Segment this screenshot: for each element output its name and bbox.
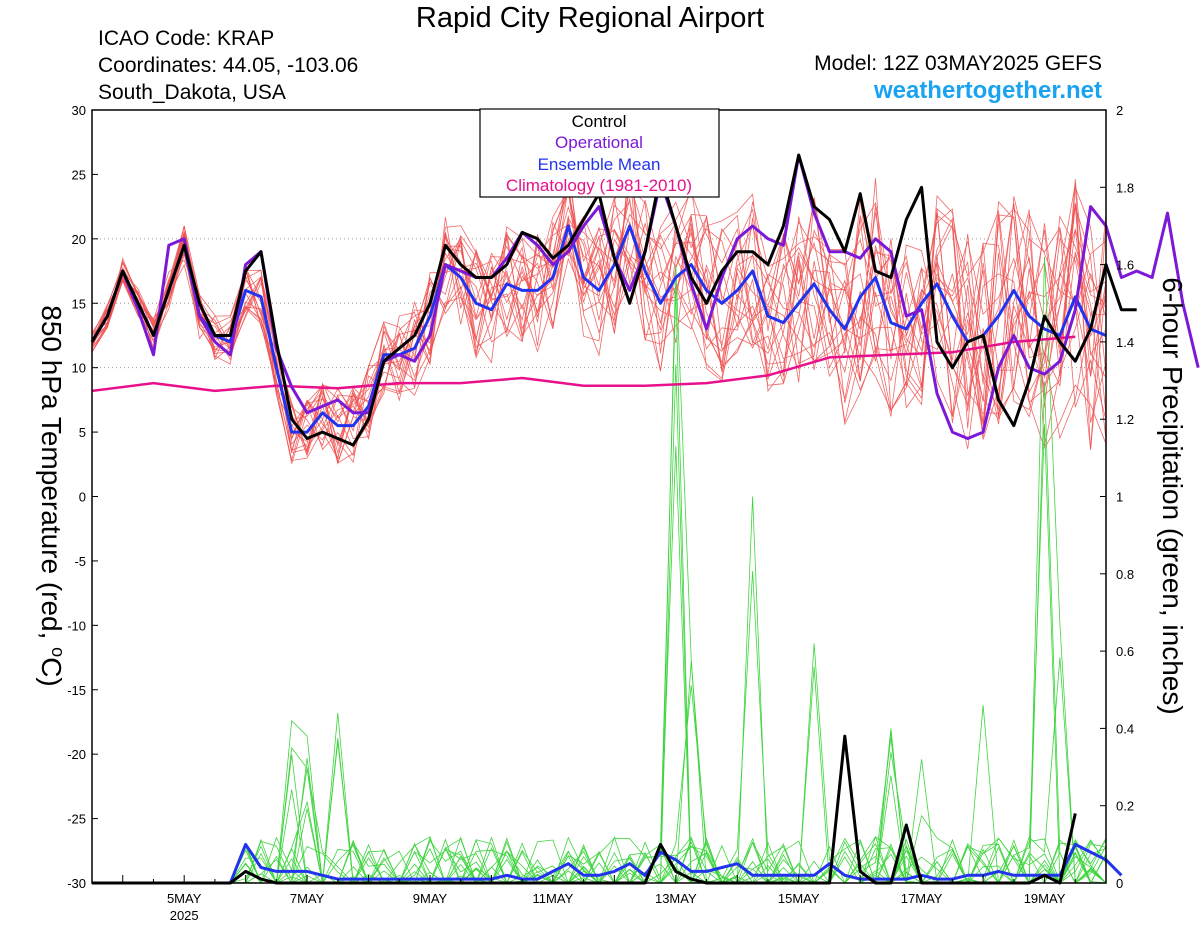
member-temp-line bbox=[91, 188, 1107, 464]
icao-code: ICAO Code: KRAP bbox=[98, 27, 275, 50]
member-temp-line bbox=[91, 188, 1107, 440]
legend-ensemble-mean: Ensemble Mean bbox=[538, 155, 661, 174]
page-title: Rapid City Regional Airport bbox=[415, 2, 765, 34]
member-precip-line bbox=[92, 741, 1106, 884]
y-tick-label: 0 bbox=[79, 490, 86, 505]
member-temp-line bbox=[91, 183, 1107, 450]
series-climatology bbox=[91, 335, 1076, 393]
x-tick-label: 5MAY bbox=[167, 891, 202, 906]
y2-tick-label: 1.8 bbox=[1116, 180, 1134, 195]
member-precip-line bbox=[92, 446, 1106, 884]
member-temp-line bbox=[91, 191, 1107, 461]
member-precip-line bbox=[92, 381, 1107, 885]
website-label: weathertogether.net bbox=[873, 77, 1102, 104]
member-temp-line bbox=[91, 187, 1107, 451]
member-precip-line bbox=[92, 424, 1107, 885]
y2-tick-label: 0.2 bbox=[1116, 799, 1134, 814]
legend-control: Control bbox=[572, 112, 627, 131]
y-tick-label: -25 bbox=[67, 812, 86, 827]
coordinates: Coordinates: 44.05, -103.06 bbox=[98, 54, 359, 77]
series-mean-temp bbox=[90, 224, 1107, 434]
member-precip-line bbox=[92, 289, 1107, 885]
y2-tick-label: 1 bbox=[1116, 490, 1123, 505]
y2-axis-label: 6-hour Precipitation (green, inches) bbox=[1157, 277, 1188, 714]
left-axis: 30 25 20 15 10 5 0 -5 -10 -15 -20 -25 -30 bbox=[67, 103, 98, 891]
y2-tick-label: 0.4 bbox=[1116, 721, 1134, 736]
series-mean-precip bbox=[92, 842, 1123, 885]
y-tick-label: -15 bbox=[67, 683, 86, 698]
region: South_Dakota, USA bbox=[98, 81, 286, 104]
y-tick-label: -30 bbox=[67, 876, 86, 891]
legend: Control Operational Ensemble Mean Climat… bbox=[479, 108, 720, 198]
series-control-temp bbox=[90, 153, 1137, 447]
y2-tick-label: 0.8 bbox=[1116, 567, 1134, 582]
member-precip-line bbox=[92, 571, 1107, 884]
x-tick-label: 11MAY bbox=[533, 891, 574, 906]
main-series bbox=[90, 153, 1200, 885]
legend-climatology: Climatology (1981-2010) bbox=[506, 176, 692, 195]
y-tick-label: -20 bbox=[67, 747, 86, 762]
y-tick-label: -5 bbox=[74, 554, 86, 569]
y2-tick-label: 1.2 bbox=[1116, 412, 1134, 427]
x-tick-year: 2025 bbox=[170, 908, 199, 923]
y-tick-label: 20 bbox=[72, 232, 86, 247]
x-tick-label: 7MAY bbox=[290, 891, 325, 906]
model-info: Model: 12Z 03MAY2025 GEFS bbox=[814, 52, 1102, 75]
x-axis: 5MAY 2025 7MAY 9MAY 11MAY 13MAY 15MAY 17MAY 19MA… bbox=[91, 875, 1107, 923]
y-tick-label: 25 bbox=[72, 167, 86, 182]
y-tick-label: 30 bbox=[72, 103, 86, 118]
member-temp-line bbox=[91, 204, 1107, 464]
y-tick-label: 10 bbox=[72, 361, 86, 376]
member-temp-line bbox=[91, 205, 1107, 450]
x-tick-label: 19MAY bbox=[1024, 891, 1066, 906]
member-precip-line bbox=[92, 754, 1107, 884]
x-tick-label: 13MAY bbox=[655, 891, 697, 906]
y2-tick-label: 1.4 bbox=[1116, 335, 1134, 350]
x-tick-label: 15MAY bbox=[778, 891, 820, 906]
member-precip-line bbox=[92, 364, 1107, 884]
y2-tick-label: 2 bbox=[1116, 103, 1123, 118]
legend-operational: Operational bbox=[555, 133, 643, 152]
y2-tick-label: 0 bbox=[1116, 876, 1123, 891]
y-tick-label: -10 bbox=[67, 618, 86, 633]
y-axis-label: 850 hPa Temperature (red, oC) bbox=[36, 305, 68, 686]
member-temp-line bbox=[91, 157, 1107, 453]
y-tick-label: 15 bbox=[72, 296, 86, 311]
member-temp-line bbox=[91, 187, 1107, 441]
y2-tick-label: 1.6 bbox=[1116, 258, 1134, 273]
legend-box bbox=[479, 108, 720, 198]
y-tick-label: 5 bbox=[79, 425, 86, 440]
right-axis: 2 1.8 1.6 1.4 1.2 1 0.8 0.6 0.4 0.2 0 bbox=[1100, 103, 1134, 891]
x-tick-label: 9MAY bbox=[413, 891, 448, 906]
x-tick-label: 17MAY bbox=[901, 891, 943, 906]
y2-tick-label: 0.6 bbox=[1116, 644, 1134, 659]
